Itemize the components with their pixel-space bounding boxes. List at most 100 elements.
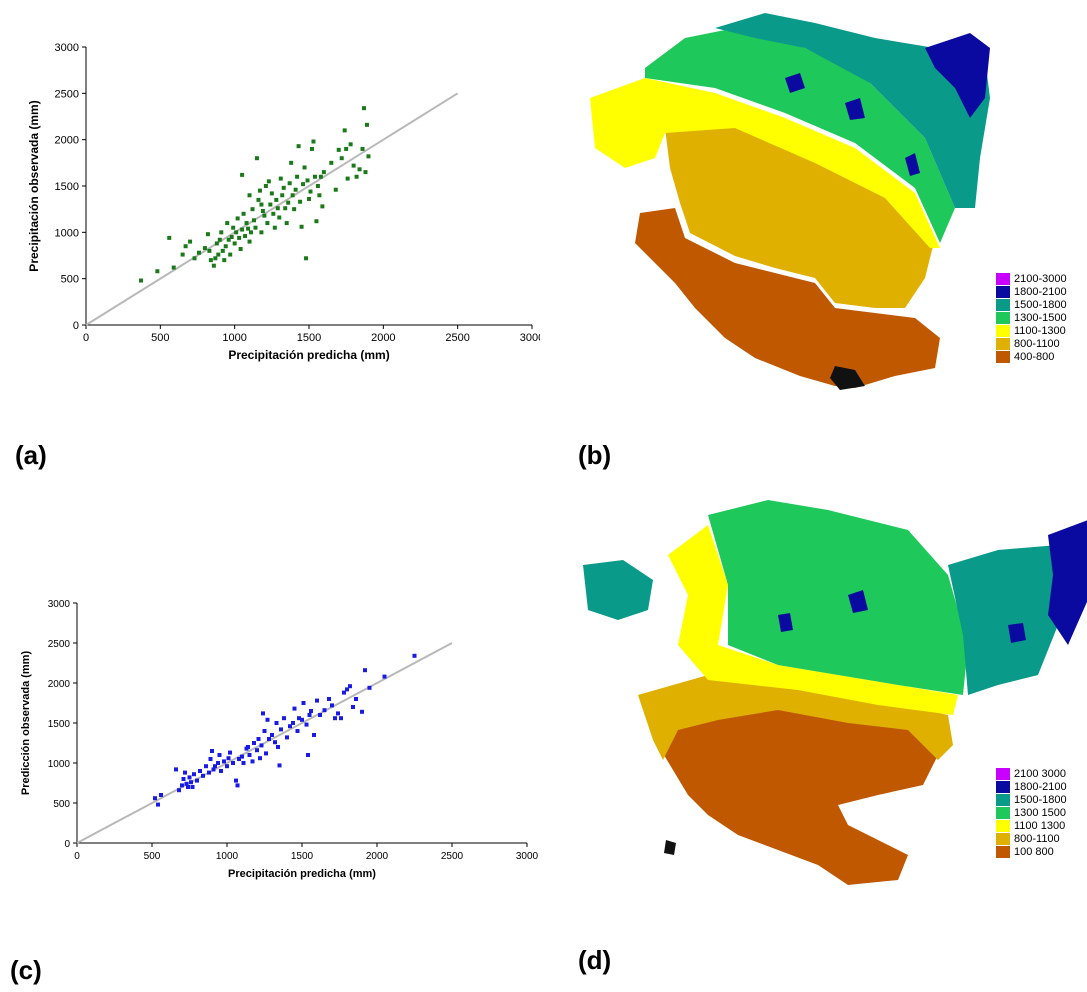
data-point: [267, 737, 271, 741]
data-point: [171, 265, 176, 270]
data-point: [192, 772, 196, 777]
legend-swatch: [996, 806, 1010, 819]
legend-swatch: [996, 311, 1010, 324]
data-point: [247, 193, 252, 198]
data-point: [273, 740, 277, 745]
legend-label: 1800-2100: [1014, 780, 1067, 793]
map-legend-b: 2100-3000 1800-2100 1500-1800 1300-1500 1100…: [996, 272, 1067, 363]
data-point: [198, 769, 202, 773]
data-point: [292, 207, 297, 212]
data-point: [270, 733, 274, 737]
data-point: [240, 227, 245, 232]
data-point: [307, 713, 312, 717]
legend-swatch: [996, 337, 1010, 350]
data-point: [222, 759, 226, 764]
data-point: [255, 748, 259, 753]
data-point: [288, 724, 292, 729]
data-point: [312, 733, 316, 737]
data-point: [277, 215, 282, 220]
data-point: [258, 756, 262, 761]
data-point: [309, 709, 313, 713]
data-point: [250, 759, 255, 764]
data-point: [266, 179, 271, 184]
data-point: [297, 716, 301, 721]
data-point: [238, 247, 243, 252]
map-b-nodata-patch: [830, 366, 865, 390]
legend-row: 2100-3000: [996, 272, 1067, 285]
data-point: [237, 757, 241, 761]
legend-label: 2100 3000: [1014, 767, 1066, 780]
data-point: [304, 722, 309, 727]
data-point: [260, 209, 265, 214]
reference-line: [85, 92, 459, 326]
data-point: [290, 193, 295, 198]
legend-label: 800-1100: [1014, 337, 1060, 350]
data-point: [296, 144, 301, 149]
data-point: [159, 793, 163, 797]
map-d-region-100-800: [658, 705, 938, 885]
data-point: [235, 216, 240, 221]
data-point: [274, 197, 279, 202]
data-point: [342, 128, 347, 133]
data-point: [211, 263, 216, 268]
data-point: [240, 172, 245, 177]
data-point: [263, 184, 268, 188]
legend-label: 100 800: [1014, 845, 1054, 858]
data-point: [184, 781, 189, 786]
data-point: [339, 156, 344, 161]
data-point: [298, 199, 303, 204]
x-tick-label: 1500: [291, 851, 314, 862]
data-point: [256, 737, 261, 741]
legend-swatch: [996, 832, 1010, 845]
data-point: [315, 184, 320, 188]
map-d-region-800-1100: [638, 675, 953, 760]
data-point: [252, 741, 256, 745]
data-point: [226, 756, 231, 761]
data-point: [363, 170, 368, 175]
x-tick-label: 500: [144, 851, 161, 862]
data-point: [180, 252, 185, 257]
y-tick-label: 2500: [55, 88, 79, 100]
y-tick-label: 500: [53, 799, 70, 810]
data-point: [269, 191, 274, 196]
data-point: [354, 697, 358, 701]
panel-label-c: (c): [10, 955, 42, 985]
legend-row: 100 800: [996, 845, 1067, 858]
data-point: [219, 230, 224, 235]
data-point: [299, 224, 304, 229]
reference-line: [76, 642, 453, 844]
map-b-regions: [590, 13, 990, 390]
data-point: [262, 213, 267, 218]
data-point: [293, 187, 298, 192]
data-point: [244, 221, 249, 226]
data-point: [225, 221, 230, 226]
data-point: [265, 221, 270, 226]
data-point: [311, 139, 316, 144]
data-point: [186, 785, 190, 789]
data-point: [351, 163, 356, 168]
data-point: [226, 237, 231, 242]
legend-row: 800-1100: [996, 832, 1067, 845]
x-tick-label: 1500: [297, 332, 321, 344]
data-point: [250, 207, 255, 212]
data-point: [246, 745, 250, 749]
data-point: [228, 750, 232, 755]
x-tick-label: 0: [83, 332, 89, 344]
data-point: [259, 230, 264, 235]
data-point: [219, 769, 223, 773]
data-point: [329, 160, 334, 165]
data-point: [282, 716, 286, 721]
map-d-region-1500-1800-west: [583, 560, 653, 620]
data-point: [351, 705, 355, 709]
data-point: [354, 174, 359, 179]
data-point: [189, 780, 193, 785]
legend-swatch: [996, 298, 1010, 311]
x-axis-label: Precipitación predicha (mm): [228, 348, 389, 362]
data-point: [256, 197, 261, 202]
data-point: [210, 749, 214, 753]
data-point: [295, 174, 300, 179]
data-point: [268, 202, 273, 207]
data-point: [214, 241, 219, 246]
data-point: [364, 122, 369, 127]
precipitation-map-d: [583, 500, 1087, 885]
